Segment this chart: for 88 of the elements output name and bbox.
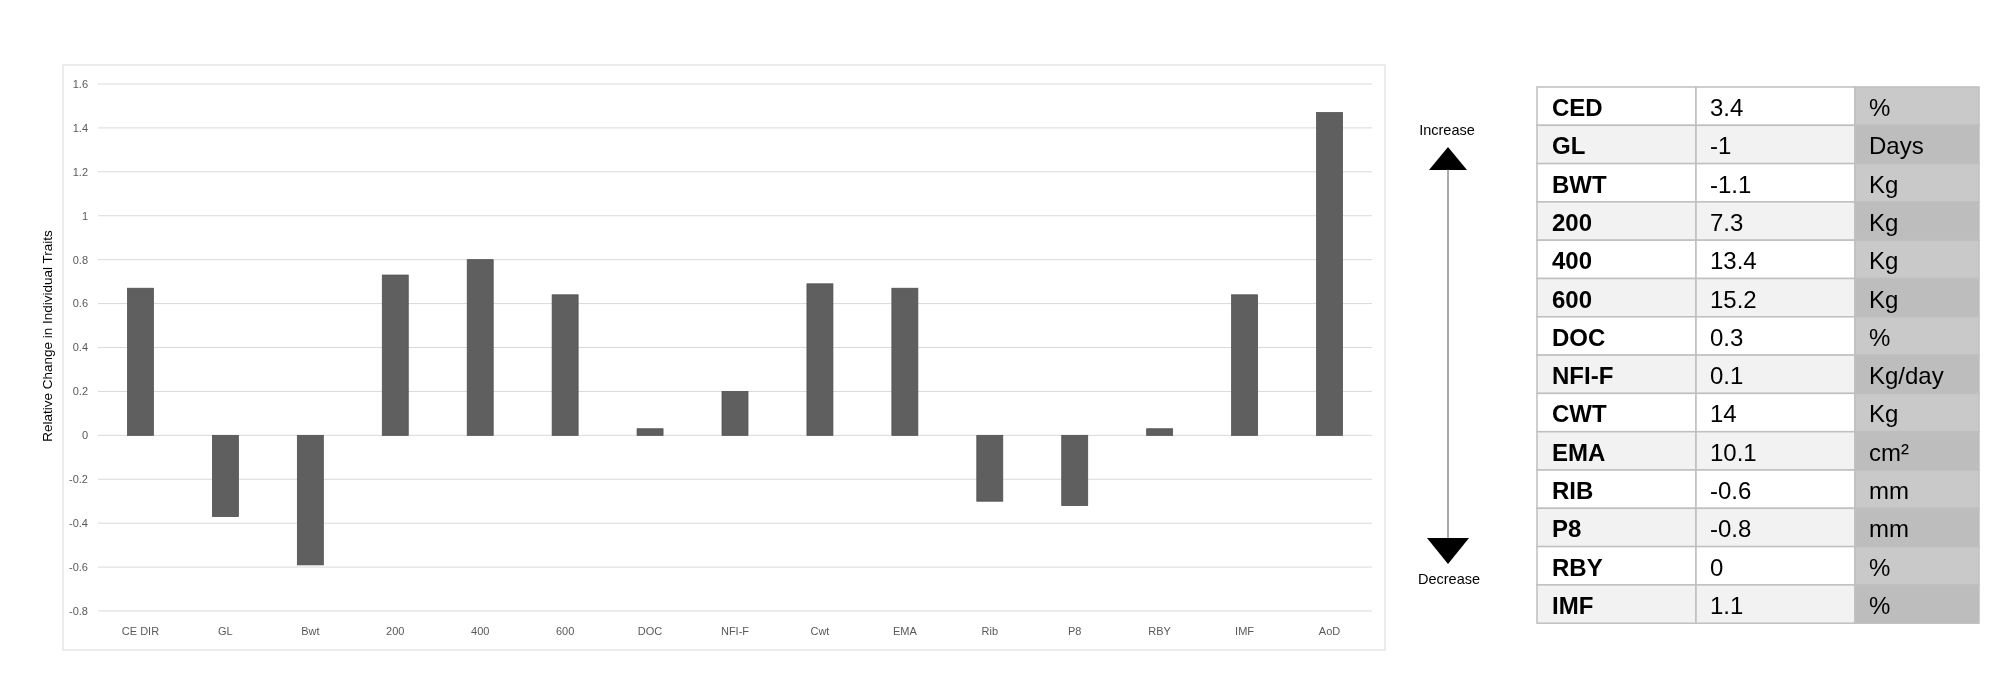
bar xyxy=(1061,434,1089,506)
text: % xyxy=(1869,94,1891,121)
text: Kg xyxy=(1869,400,1899,428)
text: mm xyxy=(1869,515,1909,543)
x-tick-label: AoD xyxy=(1318,625,1341,637)
x-tick-label: Cwt xyxy=(810,625,830,637)
y-tick-label: 0.6 xyxy=(72,297,88,310)
text: Kg xyxy=(1869,247,1899,275)
text: Kg xyxy=(1869,170,1899,198)
x-tick-label: 600 xyxy=(555,625,575,637)
y-tick-label: 1.2 xyxy=(72,165,88,178)
text: cm² xyxy=(1869,438,1909,466)
y-tick-label: 1.6 xyxy=(72,77,88,90)
y-tick-label: 0 xyxy=(81,429,88,442)
bar xyxy=(806,283,834,436)
category-label: 400 xyxy=(1552,247,1593,275)
x-tick-label: P8 xyxy=(1068,625,1082,637)
x-tick-label: 200 xyxy=(386,625,405,637)
data-label: -0.8 xyxy=(1710,515,1752,543)
category-label: IMF xyxy=(1552,591,1594,619)
y-tick-label: 0.8 xyxy=(72,253,88,266)
text: % xyxy=(1869,591,1891,619)
data-label: 7.3 xyxy=(1710,208,1744,236)
data-label: 3.4 xyxy=(1710,94,1744,121)
y-axis-title: Relative Change in Individual Traits xyxy=(40,229,55,442)
bar xyxy=(1146,428,1174,436)
data-label: -1 xyxy=(1710,132,1732,160)
x-tick-label: NFI-F xyxy=(720,625,750,637)
y-tick-label: -0.6 xyxy=(69,560,88,573)
y-tick-label: -0.2 xyxy=(69,473,88,486)
bar xyxy=(551,294,579,436)
text: Decrease xyxy=(1417,571,1481,587)
x-tick-label: DOC xyxy=(637,625,663,637)
x-tick-label: GL xyxy=(218,625,233,637)
text: % xyxy=(1869,553,1891,581)
x-tick-label: RBY xyxy=(1148,625,1172,637)
text: Days xyxy=(1869,132,1924,160)
data-label: 14 xyxy=(1710,400,1737,428)
bar xyxy=(1231,294,1258,436)
bar xyxy=(636,428,664,436)
x-tick-label: Rib xyxy=(981,625,999,637)
category-label: NFI-F xyxy=(1552,362,1614,390)
data-label: -0.6 xyxy=(1710,477,1752,504)
data-label: 0.3 xyxy=(1710,323,1744,351)
bar xyxy=(976,434,1004,502)
bar xyxy=(381,274,409,436)
y-tick-label: 1.4 xyxy=(72,121,88,134)
x-tick-label: Bwt xyxy=(301,625,320,637)
bar xyxy=(1316,112,1343,436)
y-tick-label: -0.4 xyxy=(69,517,88,530)
x-tick-label: EMA xyxy=(892,625,918,637)
y-tick-label: 1 xyxy=(81,209,88,222)
category-label: 200 xyxy=(1552,208,1593,236)
x-tick-label: 400 xyxy=(471,625,490,637)
text: mm xyxy=(1869,477,1909,504)
x-tick-label: IMF xyxy=(1235,625,1255,637)
category-label: CWT xyxy=(1552,400,1607,428)
data-label: 15.2 xyxy=(1710,285,1757,313)
data-label: 0.1 xyxy=(1710,362,1744,390)
category-label: CED xyxy=(1552,94,1603,121)
category-label: P8 xyxy=(1552,515,1582,543)
bar xyxy=(891,287,919,436)
text: Increase xyxy=(1419,122,1475,138)
data-label: 1.1 xyxy=(1710,591,1744,619)
text: % xyxy=(1869,323,1891,351)
data-label: 10.1 xyxy=(1710,438,1757,466)
data-label: -1.1 xyxy=(1710,170,1752,198)
category-label: GL xyxy=(1552,132,1586,160)
data-label: 0 xyxy=(1710,553,1724,581)
category-label: EMA xyxy=(1552,438,1606,466)
category-label: RIB xyxy=(1552,477,1594,504)
text: Kg xyxy=(1869,285,1899,313)
category-label: RBY xyxy=(1552,553,1603,581)
category-label: 600 xyxy=(1552,285,1593,313)
bar xyxy=(466,259,494,436)
x-tick-label: CE DIR xyxy=(121,625,160,637)
text: Kg xyxy=(1869,208,1899,236)
bar xyxy=(127,287,154,436)
category-label: BWT xyxy=(1552,170,1607,198)
category-label: DOC xyxy=(1552,323,1606,351)
bar xyxy=(721,391,749,436)
data-label: 13.4 xyxy=(1710,247,1757,275)
bar xyxy=(296,434,324,566)
y-tick-label: 0.4 xyxy=(72,341,88,354)
y-tick-label: 0.2 xyxy=(72,385,88,398)
text: Kg/day xyxy=(1869,362,1944,390)
y-tick-label: -0.8 xyxy=(69,604,88,617)
bar xyxy=(212,434,239,517)
